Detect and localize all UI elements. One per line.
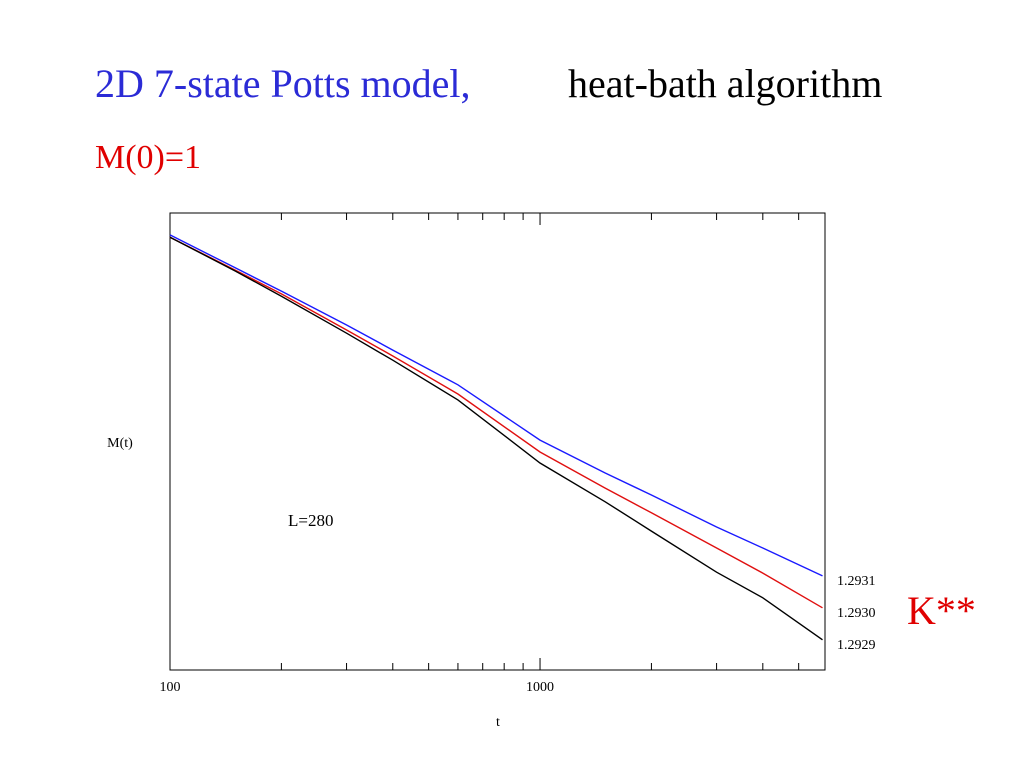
data-line: [169, 236, 823, 641]
side-label: K**: [907, 588, 976, 633]
slide-annotation: M(0)=1: [95, 139, 201, 176]
chart-annotation: L=280: [288, 511, 333, 530]
plot-frame: [169, 212, 826, 671]
line-label: 1.2931: [837, 574, 876, 589]
line-label: 1.2929: [837, 638, 876, 653]
slide-subtitle: heat-bath algorithm: [568, 61, 882, 106]
data-line: [169, 234, 823, 577]
x-axis-label: t: [496, 715, 500, 730]
x-tick-label: 1000: [526, 680, 554, 695]
y-axis-label: M(t): [107, 436, 133, 451]
x-tick-label: 100: [160, 680, 181, 695]
slide-title: 2D 7-state Potts model,: [95, 61, 471, 106]
data-line: [169, 236, 823, 609]
line-label: 1.2930: [837, 606, 876, 621]
